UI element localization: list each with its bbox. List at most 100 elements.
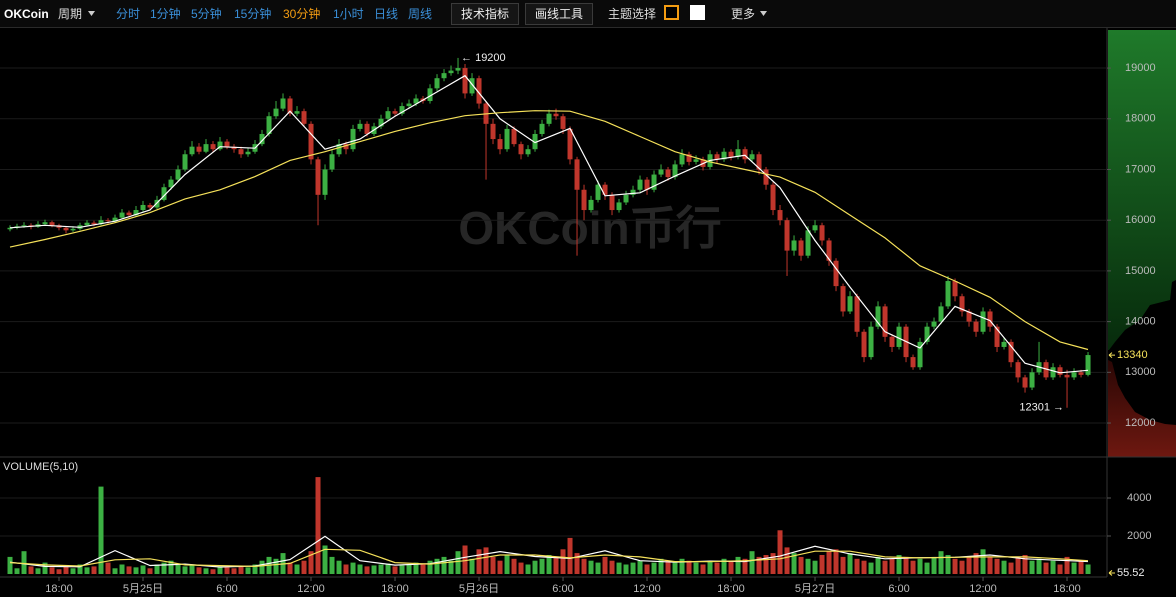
candle-body	[882, 306, 888, 337]
volume-bar	[1036, 558, 1042, 574]
logo[interactable]: OKCoin	[4, 7, 49, 21]
dropdown-arrow	[760, 11, 767, 16]
volume-bar	[497, 560, 503, 574]
candle-body	[105, 220, 111, 222]
volume-bar	[1071, 562, 1077, 574]
volume-bar	[840, 556, 846, 574]
candle-body	[742, 149, 748, 160]
volume-bar	[294, 564, 300, 574]
candle-body	[679, 154, 685, 165]
y-tick-label: 14000	[1125, 316, 1156, 328]
candle-body	[287, 98, 293, 114]
more-menu[interactable]: 更多	[731, 7, 756, 21]
candle-body	[182, 154, 188, 170]
volume-bar	[665, 560, 671, 574]
candle-body	[441, 73, 447, 79]
candle-body	[301, 111, 307, 124]
candle-body	[322, 169, 328, 195]
candle-body	[98, 220, 104, 225]
candle-body	[119, 212, 125, 218]
volume-bar	[413, 562, 419, 574]
candle-body	[630, 189, 636, 195]
y-tick-label: 15000	[1125, 265, 1156, 277]
candle-body	[826, 240, 832, 261]
candle-body	[931, 321, 937, 327]
volume-bar	[798, 556, 804, 574]
volume-bar	[539, 558, 545, 574]
candle-body	[504, 128, 510, 150]
x-tick-label: 6:00	[552, 583, 573, 595]
volume-bar	[553, 556, 559, 574]
volume-bar	[910, 560, 916, 574]
candle-body	[469, 78, 475, 94]
candle-body	[693, 159, 699, 162]
volume-bar	[826, 551, 832, 574]
last-volume-arrow	[1108, 570, 1115, 576]
volume-bar	[1064, 556, 1070, 574]
candle-body	[854, 296, 860, 332]
period-select[interactable]: 周期	[58, 7, 83, 21]
candle-body	[651, 174, 657, 190]
candle-body	[910, 357, 916, 368]
interval-tab[interactable]: 15分钟	[234, 7, 272, 21]
y-tick-label: 19000	[1125, 62, 1156, 74]
volume-bar	[112, 568, 118, 574]
candle-body	[1057, 367, 1063, 375]
volume-bar	[490, 556, 496, 574]
volume-bar	[1043, 562, 1049, 574]
volume-bar	[532, 560, 538, 574]
interval-tab[interactable]: 30分钟	[283, 7, 321, 21]
volume-bar	[889, 558, 895, 574]
depth-bids	[1108, 30, 1176, 350]
interval-tab[interactable]: 1分钟	[150, 7, 181, 21]
volume-bar	[742, 558, 748, 574]
volume-bar	[35, 568, 41, 574]
volume-bar	[70, 568, 76, 574]
drawing-button[interactable]: 画线工具	[525, 3, 594, 25]
candle-body	[462, 68, 468, 94]
volume-bar	[147, 568, 153, 574]
candle-body	[924, 326, 930, 342]
volume-bar	[357, 564, 363, 574]
volume-bar	[686, 560, 692, 574]
candle-body	[672, 164, 678, 178]
interval-tab[interactable]: 1小时	[333, 7, 364, 21]
candle-body	[140, 204, 146, 211]
volume-bar	[994, 558, 1000, 574]
candle-body	[1071, 372, 1077, 378]
volume-bar	[77, 564, 83, 574]
volume-bar	[434, 558, 440, 574]
candle-body	[595, 184, 601, 200]
volume-bar	[875, 556, 881, 574]
theme-label: 主题选择	[608, 7, 657, 21]
candle-body	[833, 260, 839, 287]
candle-body	[714, 154, 720, 160]
indicator-button[interactable]: 技术指标	[451, 3, 520, 25]
candle-body	[399, 106, 405, 114]
volume-bar	[616, 562, 622, 574]
y-tick-label: 12000	[1125, 417, 1156, 429]
theme-dark[interactable]	[664, 5, 679, 20]
depth-asks	[1108, 360, 1176, 457]
interval-tab[interactable]: 日线	[374, 7, 399, 21]
volume-bar	[56, 569, 62, 574]
interval-tab[interactable]: 5分钟	[191, 7, 222, 21]
interval-tab[interactable]: 分时	[116, 7, 141, 21]
theme-light[interactable]	[690, 5, 705, 20]
volume-bar	[1057, 564, 1063, 574]
volume-bar	[945, 555, 951, 574]
x-tick-label: 18:00	[381, 583, 409, 595]
x-tick-label: 18:00	[1053, 583, 1081, 595]
extreme-label: 12301 →	[1019, 402, 1064, 414]
volume-bar	[980, 549, 986, 574]
candle-body	[357, 123, 363, 129]
x-tick-label: 5月27日	[795, 583, 835, 595]
candle-body	[588, 199, 594, 211]
volume-bar	[924, 562, 930, 574]
volume-bar	[210, 569, 216, 574]
candle-body	[665, 169, 671, 178]
interval-tab[interactable]: 周线	[408, 7, 433, 21]
candle-body	[210, 144, 216, 150]
candle-body	[329, 154, 335, 170]
volume-bar	[819, 555, 825, 574]
